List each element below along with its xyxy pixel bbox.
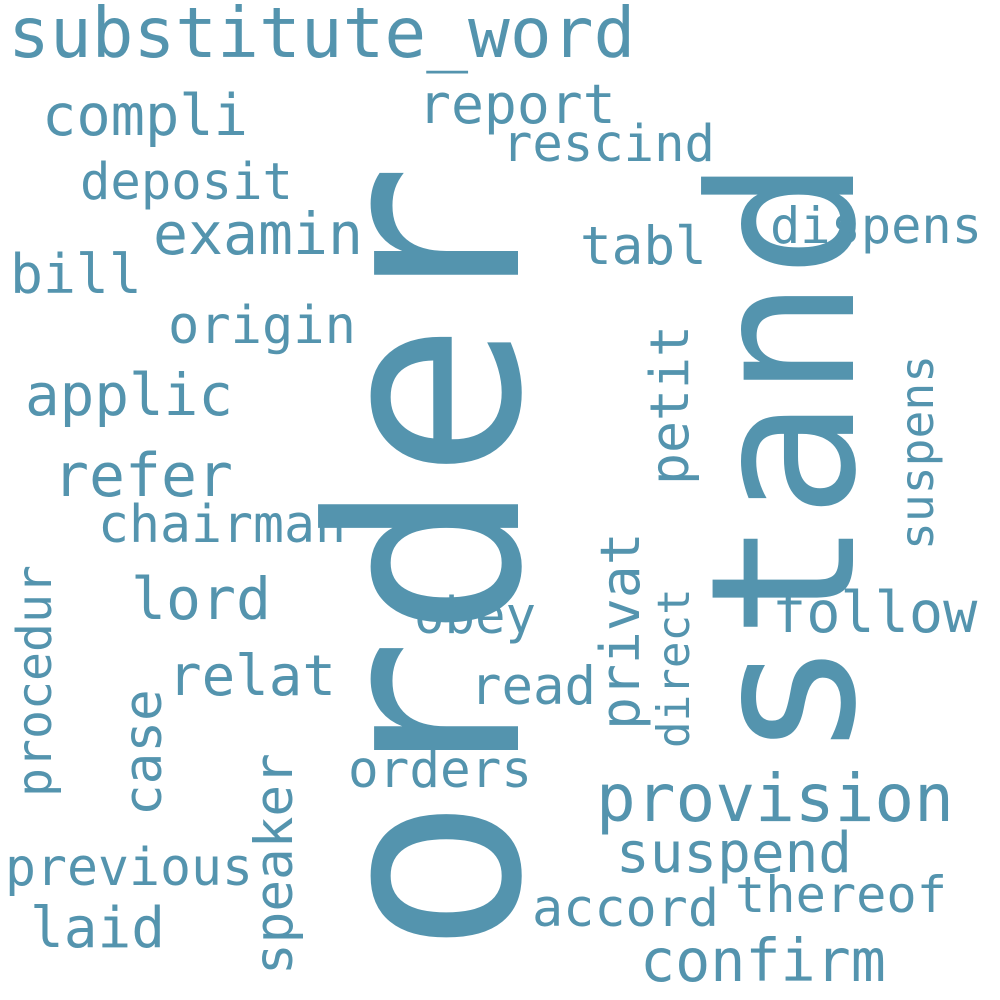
word-confirm: confirm — [640, 926, 886, 995]
word-laid: laid — [30, 895, 165, 961]
word-rescind: rescind — [502, 113, 715, 173]
word-examin: examin — [153, 199, 363, 268]
word-speaker: speaker — [244, 753, 306, 975]
word-chairman: chairman — [98, 495, 346, 556]
word-refer: refer — [53, 441, 234, 512]
word-obey: obey — [414, 585, 536, 645]
word-order: order — [274, 162, 581, 955]
word-applic: applic — [25, 362, 233, 430]
word-compli: compli — [42, 83, 248, 150]
word-deposit: deposit — [80, 151, 293, 211]
word-privat: privat — [588, 532, 653, 730]
word-suspens: suspens — [890, 354, 945, 550]
word-origin: origin — [168, 295, 356, 356]
word-tabl: tabl — [580, 215, 707, 277]
word-substitute-word: substitute_word — [8, 0, 636, 75]
word-orders: orders — [348, 740, 533, 800]
word-bill: bill — [10, 241, 142, 306]
word-follow: follow — [772, 579, 978, 646]
word-case: case — [113, 689, 175, 816]
word-direct: direct — [649, 588, 701, 748]
word-read: read — [470, 655, 596, 717]
word-lord: lord — [131, 564, 271, 633]
word-provision: provision — [596, 759, 954, 837]
word-thereof: thereof — [735, 864, 947, 924]
word-relat: relat — [168, 644, 336, 710]
word-petit: petit — [639, 325, 702, 485]
word-report: report — [418, 71, 616, 136]
word-accord: accord — [532, 879, 719, 940]
word-dispens: dispens — [770, 195, 982, 255]
word-previous: previous — [5, 838, 253, 899]
word-procedur: procedur — [7, 565, 64, 797]
word-suspend: suspend — [616, 820, 853, 886]
